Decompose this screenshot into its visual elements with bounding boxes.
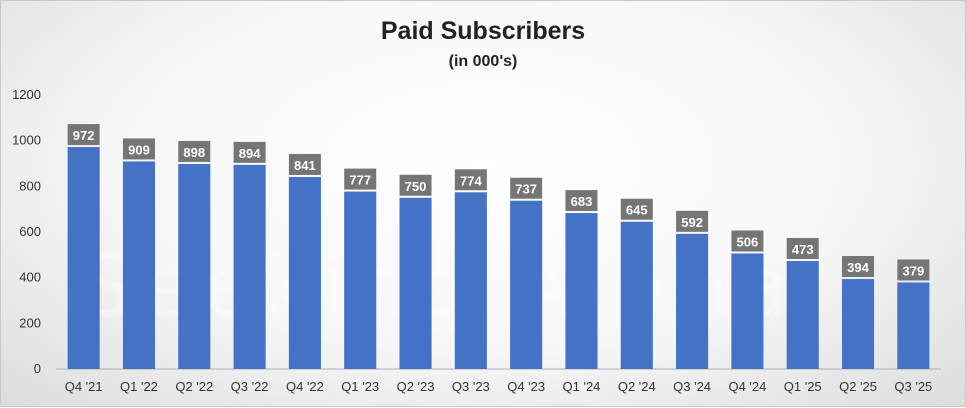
y-tick-label: 1200 [12,87,41,102]
bar [786,260,819,369]
data-label-box [842,256,875,278]
chart-subtitle: (in 000's) [448,53,518,70]
data-label: 506 [737,234,759,249]
data-label-box [454,169,487,191]
x-tick-label: Q2 '24 [618,379,656,394]
data-label: 894 [239,146,261,161]
data-label-box [620,198,653,220]
x-tick-label: Q4 '21 [65,379,103,394]
x-tick-label: Q4 '23 [507,379,545,394]
x-tick-label: Q3 '25 [894,379,932,394]
x-tick-label: Q1 '23 [341,379,379,394]
data-label: 774 [460,173,482,188]
data-label-box [122,138,155,160]
bar [454,192,487,369]
data-label: 737 [515,182,537,197]
x-tick-label: Q2 '22 [175,379,213,394]
data-label: 898 [183,145,205,160]
data-label-box [897,259,930,281]
data-label: 750 [405,179,427,194]
data-label-box [565,190,598,212]
bar [178,163,211,369]
bar [565,213,598,369]
y-tick-label: 200 [19,315,41,330]
y-tick-label: 1000 [12,133,41,148]
x-tick-label: Q4 '22 [286,379,324,394]
data-label: 592 [681,215,703,230]
x-tick-label: Q1 '25 [784,379,822,394]
bar [841,279,875,369]
data-label-box [67,124,100,146]
bar [620,221,653,369]
x-tick-label: Q3 '23 [452,379,490,394]
x-tick-label: Q3 '22 [231,379,269,394]
data-label-box [178,140,211,162]
x-tick-label: Q2 '25 [839,379,877,394]
data-label: 909 [128,142,150,157]
data-label: 394 [847,260,869,275]
x-tick-label: Q2 '23 [397,379,435,394]
data-label-box [676,210,709,232]
y-tick-label: 400 [19,270,41,285]
data-label-box [786,237,819,259]
x-tick-label: Q1 '24 [563,379,601,394]
x-tick-label: Q3 '24 [673,379,711,394]
data-label: 972 [73,128,95,143]
data-label: 777 [349,173,371,188]
bar [122,161,156,369]
bar [510,200,543,369]
data-label-box [510,177,543,199]
data-label-box [344,168,377,190]
x-tick-label: Q4 '24 [728,379,766,394]
bar [897,282,930,369]
data-label-box [233,141,266,163]
data-label: 379 [902,263,924,278]
data-label: 473 [792,242,814,257]
bar [676,233,709,369]
bar [233,164,266,369]
data-label: 683 [571,194,593,209]
data-label: 841 [294,158,316,173]
bar [731,253,764,369]
x-tick-label: Q1 '22 [120,379,158,394]
y-tick-label: 600 [19,224,41,239]
data-label: 645 [626,203,648,218]
chart-title: Paid Subscribers [380,17,586,45]
data-label-box [399,174,432,196]
bar [67,147,100,369]
data-label-box [731,230,764,252]
y-tick-label: 800 [19,178,41,193]
data-label-box [288,153,321,175]
bar [288,176,321,369]
bar [344,191,377,369]
y-tick-label: 0 [34,361,41,376]
bar [399,197,432,369]
